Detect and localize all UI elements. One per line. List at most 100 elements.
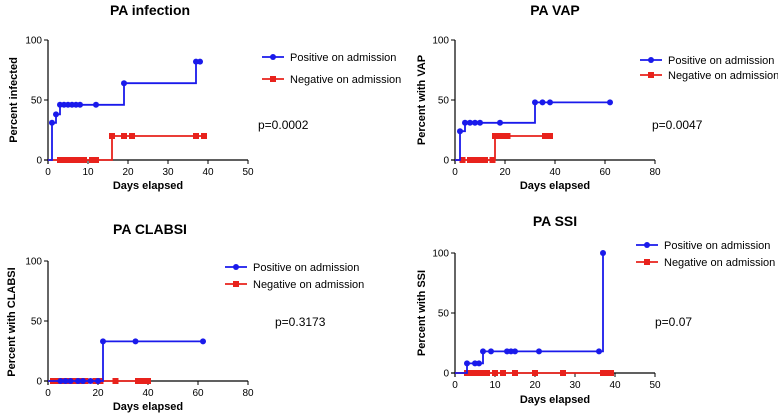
data-point-negative — [468, 370, 474, 376]
data-point-negative — [57, 157, 63, 163]
data-point-positive — [121, 80, 127, 87]
data-point-negative — [89, 157, 95, 163]
legend-marker-positive — [233, 264, 239, 270]
data-point-positive — [477, 119, 483, 126]
data-point-negative — [129, 133, 135, 139]
data-point-negative — [135, 378, 141, 384]
data-point-positive — [132, 338, 139, 345]
data-point-negative — [560, 370, 566, 376]
data-point-positive — [488, 348, 494, 355]
x-tick-label: 0 — [452, 167, 458, 178]
data-point-negative — [73, 157, 79, 163]
data-point-positive — [77, 101, 83, 108]
legend-marker-positive — [644, 242, 650, 248]
y-axis-label: Percent with SSI — [416, 270, 428, 356]
chart-title: PA infection — [110, 2, 190, 18]
chart-panel-4: PA SSI 0 50 100 0 10 20 30 40 50 Days elapsed Perce… — [416, 213, 775, 406]
data-point-negative — [65, 157, 71, 163]
data-point-positive — [607, 99, 613, 106]
chart-panel-3: PA CLABSI 0 50 100 0 20 40 60 80 Days elapsed Perc… — [6, 221, 364, 413]
y-tick-label: 100 — [25, 257, 42, 268]
data-point-positive — [75, 378, 81, 384]
chart-title: PA SSI — [533, 213, 577, 229]
data-point-positive — [197, 58, 203, 65]
x-tick-label: 40 — [202, 167, 214, 178]
x-tick-label: 60 — [192, 388, 204, 399]
data-point-negative — [604, 370, 610, 376]
legend-marker-negative — [644, 259, 650, 265]
data-point-negative — [492, 370, 498, 376]
x-tick-label: 40 — [549, 167, 561, 178]
x-axis-label: Days elapsed — [520, 394, 590, 406]
p-value: p=0.0002 — [258, 118, 309, 132]
data-point-negative — [140, 378, 146, 384]
data-point-positive — [95, 378, 101, 384]
legend-label: Positive on admission — [668, 55, 774, 67]
chart-title: PA CLABSI — [113, 221, 187, 237]
x-tick-label: 30 — [162, 167, 174, 178]
data-point-negative — [69, 157, 75, 163]
y-tick-label: 50 — [31, 96, 43, 107]
data-point-positive — [497, 119, 503, 126]
data-point-positive — [462, 119, 468, 126]
data-point-positive — [600, 250, 606, 256]
y-tick-label: 0 — [443, 156, 449, 167]
y-tick-label: 100 — [432, 36, 449, 47]
data-point-positive — [464, 360, 470, 367]
data-point-negative — [201, 133, 207, 139]
x-tick-label: 20 — [122, 167, 134, 178]
data-point-negative — [121, 133, 127, 139]
series-line-positive — [48, 60, 200, 161]
x-tick-label: 20 — [499, 167, 511, 178]
legend-label: Positive on admission — [253, 262, 359, 274]
legend-marker-negative — [233, 281, 239, 287]
data-point-negative — [477, 157, 483, 163]
legend-marker-negative — [270, 76, 276, 82]
data-point-positive — [100, 338, 106, 345]
data-point-positive — [480, 348, 486, 355]
data-point-positive — [476, 360, 482, 367]
data-point-negative — [467, 157, 473, 163]
x-tick-label: 40 — [142, 388, 154, 399]
data-point-positive — [467, 119, 473, 126]
legend-label: Negative on admission — [668, 70, 778, 82]
data-point-negative — [482, 157, 488, 163]
legend-label: Negative on admission — [664, 257, 775, 269]
data-point-positive — [532, 99, 538, 106]
data-point-negative — [497, 133, 503, 139]
x-tick-label: 0 — [452, 380, 458, 391]
data-point-negative — [476, 370, 482, 376]
series-line-positive — [455, 253, 604, 374]
data-point-positive — [547, 99, 553, 106]
x-tick-label: 50 — [649, 380, 661, 391]
data-point-negative — [472, 370, 478, 376]
legend-marker-positive — [270, 54, 276, 60]
data-point-positive — [80, 378, 86, 384]
data-point-negative — [480, 370, 486, 376]
data-point-positive — [536, 348, 542, 355]
data-point-positive — [457, 128, 463, 135]
data-point-positive — [49, 119, 55, 126]
legend-label: Positive on admission — [290, 52, 396, 64]
data-point-negative — [608, 370, 614, 376]
x-axis-label: Days elapsed — [113, 180, 183, 192]
series-line-negative — [455, 135, 550, 161]
y-tick-label: 50 — [31, 317, 43, 328]
data-point-positive — [200, 338, 206, 345]
x-tick-label: 10 — [82, 167, 94, 178]
data-point-negative — [459, 157, 466, 163]
p-value: p=0.0047 — [652, 118, 703, 132]
data-point-negative — [61, 157, 67, 163]
data-point-positive — [57, 378, 64, 384]
data-point-negative — [472, 157, 478, 163]
x-tick-label: 10 — [489, 380, 501, 391]
legend-label: Negative on admission — [290, 74, 401, 86]
y-tick-label: 0 — [36, 156, 42, 167]
data-point-positive — [539, 99, 546, 106]
chart-panel-1: PA infection 0 50 100 0 10 20 30 40 50 Days elapse… — [8, 2, 401, 192]
x-tick-label: 80 — [242, 388, 254, 399]
series-line-negative — [48, 135, 204, 161]
data-point-negative — [600, 370, 606, 376]
data-point-negative — [81, 157, 87, 163]
